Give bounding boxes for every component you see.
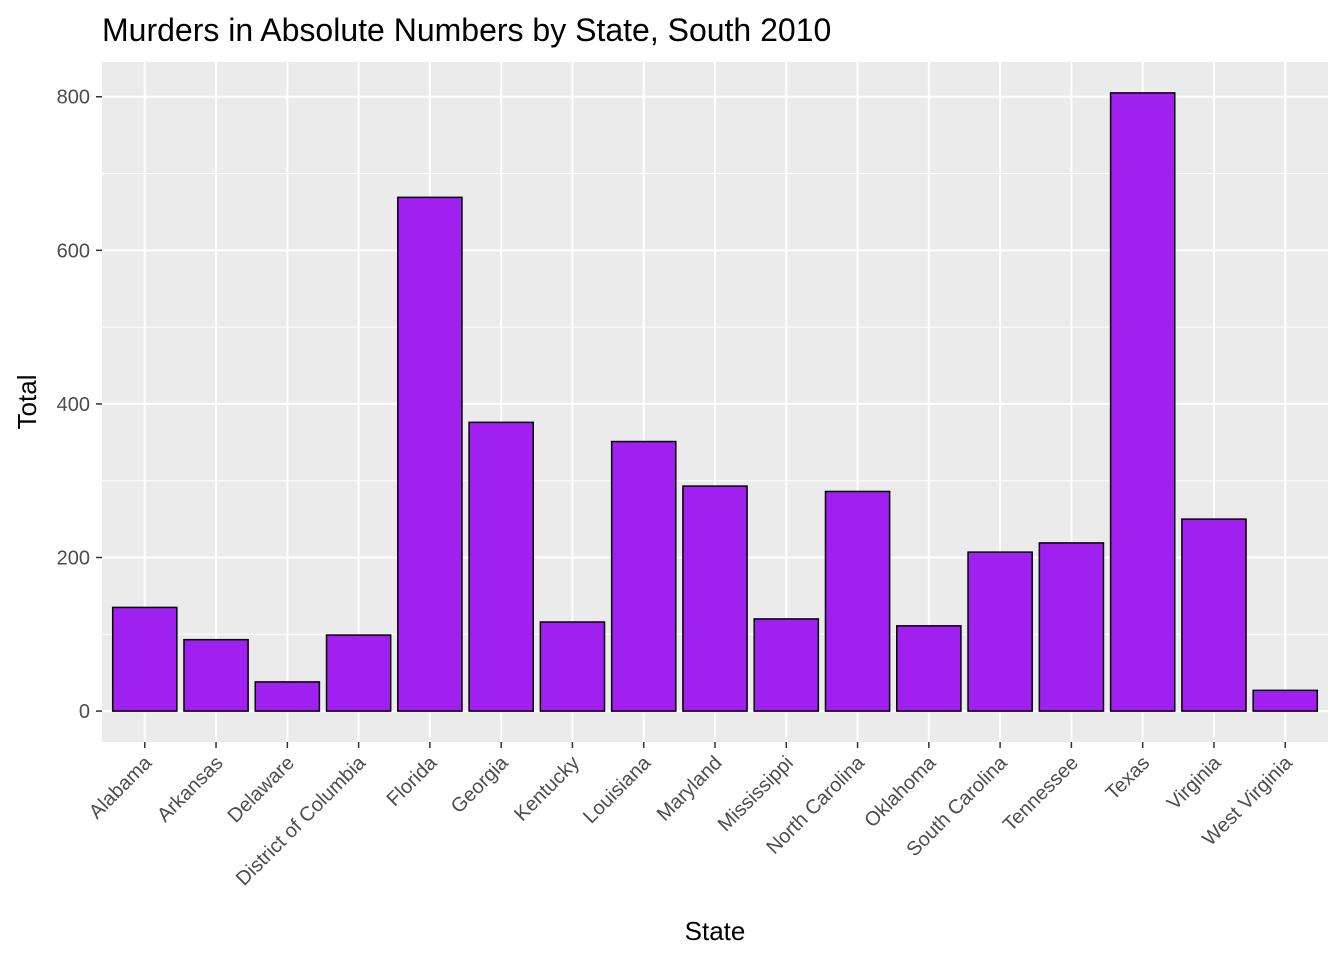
chart-title: Murders in Absolute Numbers by State, So… [102,12,831,48]
bar-oklahoma [896,625,962,712]
bars [111,92,1319,712]
x-tick-label: Kentucky [510,752,584,826]
bar-tennessee [1038,542,1105,712]
bar-south-carolina [967,551,1033,712]
x-tick-label: Tennessee [999,752,1083,836]
y-axis: 0 200 400 600 800 [57,87,102,723]
bar-louisiana [610,440,677,712]
x-tick-label: Alabama [85,751,157,823]
x-axis-label: State [685,916,746,946]
bar-arkansas [183,638,249,712]
bar-florida [397,196,463,712]
x-tick-label: Texas [1102,752,1155,805]
bar-mississippi [753,618,820,712]
x-tick-label: Delaware [224,752,299,827]
bar-district-of-columbia [325,634,392,712]
x-tick-label: District of Columbia [232,751,371,890]
x-tick-label: Florida [383,751,442,810]
bar-virginia [1181,518,1247,712]
y-tick-label: 400 [57,394,90,416]
bar-north-carolina [824,490,891,712]
x-tick-label: Georgia [447,751,513,817]
bar-west-virginia [1252,689,1319,712]
bar-georgia [468,421,534,712]
y-tick-label: 200 [57,548,90,570]
y-tick-label: 0 [79,701,90,723]
x-tick-label: Arkansas [153,752,228,827]
x-tick-label: Virginia [1163,751,1226,814]
bar-maryland [682,485,748,712]
y-tick-label: 600 [57,240,90,262]
x-tick-label: Maryland [653,752,727,826]
y-tick-label: 800 [57,87,90,109]
bar-kentucky [539,621,606,712]
x-tick-label: Louisiana [579,751,656,828]
y-axis-label: Total [12,375,42,430]
bar-alabama [111,606,178,712]
bar-texas [1109,92,1176,712]
bar-delaware [254,681,321,712]
